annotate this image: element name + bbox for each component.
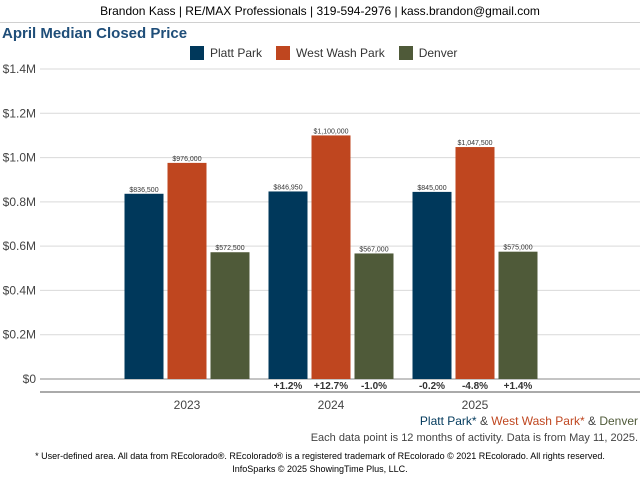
legend-item-west-wash-park[interactable]: West Wash Park (276, 46, 385, 60)
x-tick-label: 2023 (174, 398, 201, 410)
chart-title: April Median Closed Price (2, 25, 188, 42)
y-tick-label: $1.0M (3, 151, 36, 165)
footer-series-west-wash-park: West Wash Park* (491, 414, 585, 428)
bar-value-label: $836,500 (129, 187, 158, 194)
agent-contact-header: Brandon Kass | RE/MAX Professionals | 31… (0, 0, 640, 23)
footer-separator: & (476, 414, 492, 428)
y-tick-label: $1.2M (3, 106, 36, 120)
legend-item-denver[interactable]: Denver (398, 46, 458, 60)
y-tick-label: $0.8M (3, 195, 36, 209)
chart-legend: Platt Park West Wash Park Denver (190, 45, 471, 61)
y-tick-label: $0.4M (3, 283, 36, 297)
bar (498, 251, 538, 379)
bar (311, 135, 351, 379)
footer-separator: & (584, 414, 600, 428)
data-note: Each data point is 12 months of activity… (310, 432, 638, 444)
legal-footer: * User-defined area. All data from REcol… (0, 450, 640, 476)
bar-value-label: $1,100,000 (313, 128, 348, 135)
x-tick-label: 2025 (462, 398, 489, 410)
y-tick-label: $0.6M (3, 239, 36, 253)
legend-swatch-west-wash-park (276, 46, 291, 60)
bar-value-label: $575,000 (503, 245, 532, 252)
bar (167, 162, 207, 379)
legend-label-west-wash-park: West Wash Park (296, 46, 385, 60)
bar (455, 147, 495, 379)
y-tick-label: $0 (23, 372, 37, 386)
bar-value-label: $1,047,500 (457, 140, 492, 147)
legend-swatch-denver (398, 46, 413, 60)
legend-swatch-platt-park (190, 46, 204, 60)
change-label: +1.2% (274, 381, 303, 392)
legal-line-1: * User-defined area. All data from REcol… (35, 451, 605, 461)
legal-line-2: InfoSparks © 2025 ShowingTime Plus, LLC. (232, 464, 408, 474)
bar (210, 252, 250, 379)
legend-item-platt-park[interactable]: Platt Park (190, 46, 262, 60)
y-tick-label: $0.2M (3, 328, 36, 342)
bar (354, 253, 394, 379)
bar-chart: $0 $0.2M $0.4M $0.6M $0.8M $1.0M $1.2M $1.4M $83… (3, 62, 640, 410)
bar-value-label: $845,000 (417, 185, 446, 192)
bar (268, 191, 308, 379)
footer-series-names: Platt Park* & West Wash Park* & Denver (420, 414, 638, 428)
y-tick-label: $1.4M (3, 62, 36, 76)
x-tick-label: 2024 (318, 398, 345, 410)
footer-series-platt-park: Platt Park* (419, 414, 477, 428)
bar (412, 191, 452, 379)
change-label: +12.7% (314, 381, 348, 392)
bar-value-label: $846,950 (273, 184, 302, 191)
bar-value-label: $976,000 (172, 156, 201, 163)
change-label: -1.0% (361, 381, 387, 392)
bar-value-label: $572,500 (215, 245, 244, 252)
change-label: +1.4% (504, 381, 533, 392)
legend-label-platt-park: Platt Park (210, 46, 263, 60)
bar (124, 193, 164, 379)
legend-label-denver: Denver (418, 46, 458, 60)
change-label: -0.2% (419, 381, 445, 392)
bar-value-label: $567,000 (359, 246, 388, 253)
footer-series-denver: Denver (599, 414, 638, 428)
change-label: -4.8% (462, 381, 488, 392)
